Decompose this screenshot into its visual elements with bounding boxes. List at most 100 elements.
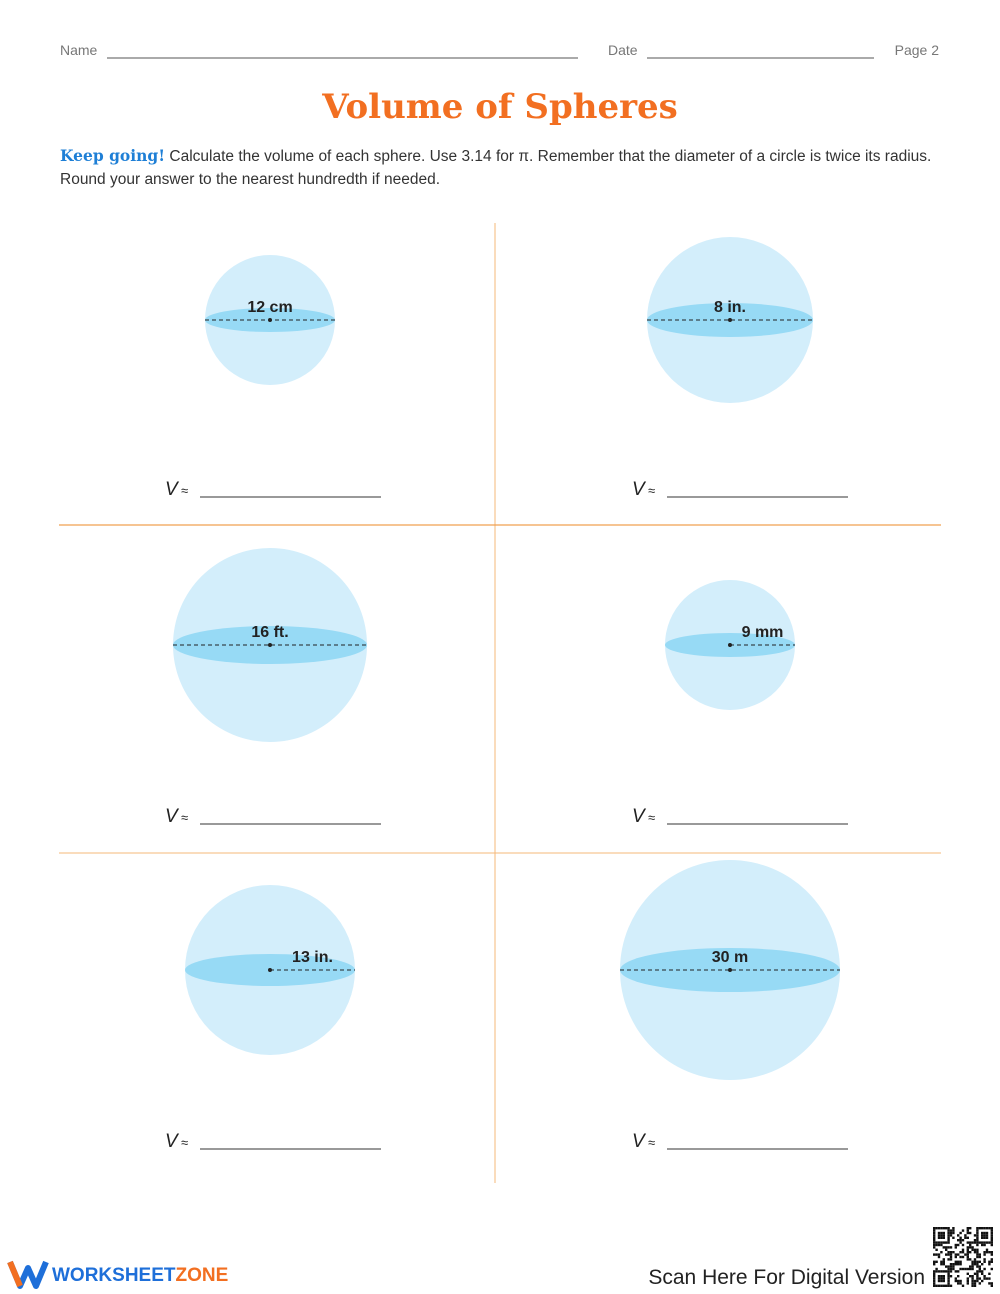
qr-module: [985, 1227, 989, 1230]
qr-module: [947, 1253, 950, 1256]
qr-module: [954, 1270, 957, 1273]
qr-module: [937, 1275, 941, 1278]
qr-module: [988, 1272, 991, 1275]
qr-module: [935, 1248, 938, 1251]
qr-module: [937, 1231, 941, 1235]
qr-module: [945, 1265, 948, 1268]
qr-module: [971, 1277, 974, 1280]
qr-module: [973, 1251, 977, 1254]
qr-module: [978, 1227, 981, 1230]
qr-module: [983, 1260, 986, 1263]
qr-module: [949, 1251, 953, 1254]
qr-module: [978, 1282, 981, 1285]
qr-module: [990, 1253, 993, 1256]
qr-module: [976, 1279, 979, 1283]
qr-module: [942, 1260, 945, 1263]
qr-module: [990, 1229, 993, 1232]
qr-module: [973, 1258, 977, 1261]
answer-symbol: ≈: [181, 810, 188, 825]
qr-module: [933, 1260, 936, 1263]
qr-module: [988, 1282, 991, 1285]
qr-module: [954, 1255, 957, 1259]
answer-symbol: ≈: [648, 1135, 655, 1150]
dimension-label: 30 m: [712, 949, 748, 966]
qr-module: [973, 1241, 977, 1244]
qr-module: [973, 1284, 977, 1287]
qr-module: [947, 1258, 950, 1261]
qr-module: [957, 1263, 960, 1266]
qr-module: [983, 1231, 986, 1235]
qr-module: [966, 1279, 969, 1283]
qr-module: [937, 1234, 941, 1237]
qr-module: [990, 1282, 993, 1285]
dimension-label: 12 cm: [247, 299, 292, 316]
qr-module: [971, 1246, 974, 1249]
qr-module: [969, 1241, 972, 1244]
qr-module: [952, 1231, 955, 1235]
qr-module: [949, 1231, 953, 1235]
qr-module: [976, 1234, 979, 1237]
qr-module: [947, 1272, 950, 1275]
qr-module: [959, 1255, 962, 1259]
qr-module: [971, 1265, 974, 1268]
qr-module: [973, 1279, 977, 1283]
qr-module: [969, 1231, 972, 1235]
answer-variable: V: [632, 806, 647, 827]
qr-module: [935, 1260, 938, 1263]
qr-module: [985, 1231, 989, 1235]
qr-module: [969, 1265, 972, 1268]
qr-module: [954, 1246, 957, 1249]
qr-module: [988, 1251, 991, 1254]
qr-module: [983, 1227, 986, 1230]
qr-module: [978, 1260, 981, 1263]
answer-variable: V: [165, 1131, 180, 1152]
brand-second: ZONE: [176, 1265, 229, 1286]
qr-module: [981, 1243, 984, 1247]
qr-module: [981, 1236, 984, 1239]
qr-module: [933, 1227, 936, 1230]
qr-module: [945, 1248, 948, 1251]
qr-module: [947, 1265, 950, 1268]
qr-module: [990, 1258, 993, 1261]
qr-module: [935, 1227, 938, 1230]
qr-module: [942, 1236, 945, 1239]
qr-module: [990, 1231, 993, 1235]
qr-module: [954, 1263, 957, 1266]
qr-module: [981, 1234, 984, 1237]
qr-module: [978, 1265, 981, 1268]
qr-module: [933, 1282, 936, 1285]
qr-module: [966, 1251, 969, 1254]
qr-module: [942, 1246, 945, 1249]
qr-module: [990, 1284, 993, 1287]
qr-module: [976, 1236, 979, 1239]
qr-module: [933, 1275, 936, 1278]
qr-module: [942, 1263, 945, 1266]
qr-module: [952, 1227, 955, 1230]
qr-module: [947, 1270, 950, 1273]
qr-module: [976, 1260, 979, 1263]
qr-module: [949, 1258, 953, 1261]
qr-module: [957, 1282, 960, 1285]
qr-module: [978, 1277, 981, 1280]
qr-module: [947, 1229, 950, 1232]
dimension-label: 8 in.: [714, 299, 746, 316]
answer-variable: V: [632, 479, 647, 500]
qr-module: [949, 1265, 953, 1268]
qr-module: [937, 1277, 941, 1280]
qr-module: [933, 1239, 936, 1242]
qr-module: [947, 1282, 950, 1285]
qr-module: [983, 1277, 986, 1280]
qr-module: [959, 1251, 962, 1254]
qr-module: [964, 1253, 967, 1256]
qr-module: [949, 1284, 953, 1287]
qr-module: [988, 1260, 991, 1263]
qr-module: [976, 1227, 979, 1230]
qr-module: [978, 1255, 981, 1259]
qr-module: [935, 1253, 938, 1256]
qr-module: [937, 1253, 941, 1256]
instructions-box: Keep going! Calculate the volume of each…: [60, 146, 931, 188]
answer-symbol: ≈: [181, 483, 188, 498]
qr-module: [976, 1248, 979, 1251]
qr-module: [988, 1277, 991, 1280]
